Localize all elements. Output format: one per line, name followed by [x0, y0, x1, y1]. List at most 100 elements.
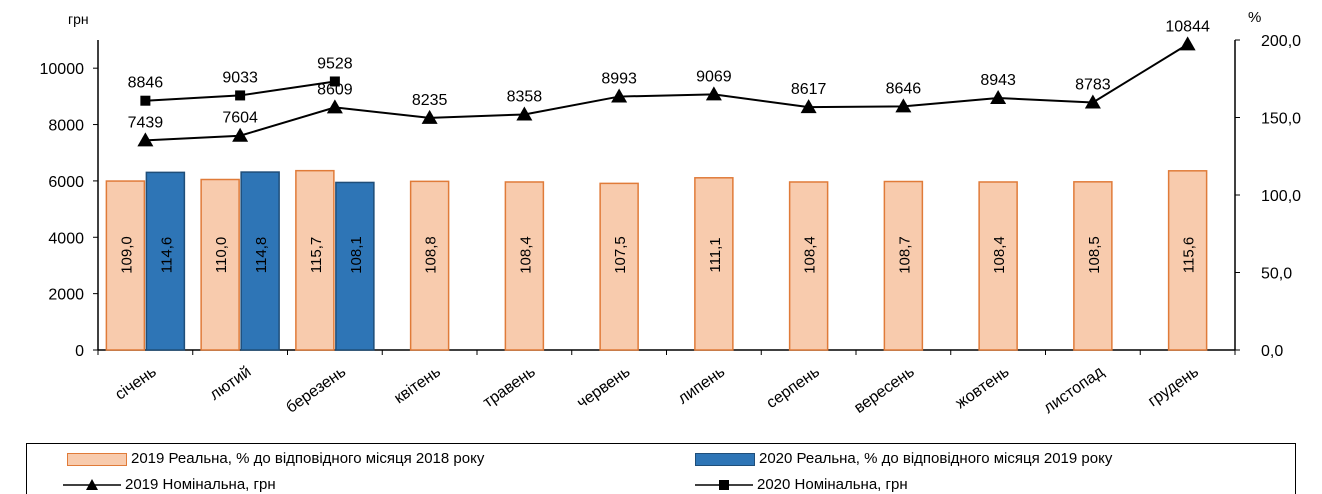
- legend-item-line-2020: 2020 Номінальна, грн: [695, 476, 908, 494]
- point-data-label: 8358: [507, 88, 543, 105]
- bar-data-label: 115,6: [1181, 237, 1198, 273]
- x-tick-label: березень: [283, 363, 349, 416]
- left-tick-label: 0: [75, 343, 84, 360]
- bar-data-label: 108,4: [517, 236, 534, 274]
- bar-2019: [504, 181, 545, 351]
- point-data-label: 8617: [791, 81, 827, 98]
- point-marker-2019: [895, 98, 912, 113]
- left-tick-label: 10000: [40, 61, 85, 78]
- bar-data-label: 108,1: [348, 236, 365, 274]
- right-tick-label: 200,0: [1261, 33, 1301, 50]
- point-marker-2019: [232, 127, 249, 142]
- x-tick-label: листопад: [1041, 363, 1108, 417]
- point-data-label: 8235: [412, 92, 448, 109]
- bar-2020: [335, 181, 375, 351]
- bar-2019: [788, 181, 829, 351]
- bar-2020: [145, 171, 186, 351]
- point-marker-2020: [329, 76, 340, 87]
- bar-2019: [200, 178, 240, 351]
- left-tick-label: 6000: [48, 174, 84, 191]
- bar-data-label: 110,0: [213, 237, 230, 273]
- x-tick-label: вересень: [851, 363, 917, 417]
- x-tick-label: червень: [574, 363, 633, 412]
- point-data-label: 8993: [601, 71, 637, 88]
- x-tick-label: січень: [112, 363, 159, 403]
- legend-label-line-2019: 2019 Номінальна, грн: [125, 476, 276, 493]
- point-data-label: 8646: [886, 80, 922, 97]
- bar-2019: [694, 177, 734, 351]
- legend-item-bars-2020: 2020 Реальна, % до відповідного місяця 2…: [695, 450, 1112, 468]
- point-data-label: 9069: [696, 68, 732, 85]
- bar-2019: [978, 181, 1018, 351]
- legend-label-line-2020: 2020 Номінальна, грн: [757, 476, 908, 493]
- bar-data-label: 111,1: [707, 237, 724, 272]
- bar-2019: [599, 182, 639, 351]
- legend-swatch-bars-2020: [695, 452, 755, 466]
- bar-data-label: 109,0: [118, 236, 135, 274]
- point-marker-2020: [235, 90, 246, 101]
- bar-data-label: 114,6: [158, 237, 175, 273]
- legend-swatch-bars-2019: [67, 452, 127, 466]
- bar-data-label: 108,4: [991, 236, 1008, 274]
- bar-2019: [105, 180, 146, 351]
- right-tick-label: 150,0: [1261, 111, 1301, 128]
- legend-item-line-2019: 2019 Номінальна, грн: [63, 476, 276, 494]
- bar-data-label: 107,5: [612, 236, 629, 274]
- point-marker-2019: [611, 88, 628, 103]
- point-marker-2019: [1084, 94, 1101, 109]
- bar-data-label: 108,5: [1086, 236, 1103, 274]
- point-data-label: 8943: [980, 72, 1016, 89]
- point-data-label: 8783: [1075, 76, 1111, 93]
- bar-data-label: 115,7: [308, 237, 325, 273]
- left-tick-label: 4000: [48, 230, 84, 247]
- point-data-label: 7439: [128, 114, 164, 131]
- bar-2019: [883, 180, 924, 351]
- bar-data-label: 108,7: [896, 236, 913, 274]
- x-tick-label: жовтень: [953, 363, 1013, 412]
- legend-marker-line-2019: [63, 479, 121, 491]
- point-data-label: 7604: [222, 110, 258, 127]
- legend-marker-line-2020: [695, 480, 753, 491]
- point-marker-2019: [990, 89, 1007, 104]
- legend-label-bars-2020: 2020 Реальна, % до відповідного місяця 2…: [759, 450, 1113, 467]
- point-data-label: 8609: [317, 81, 353, 98]
- left-tick-label: 8000: [48, 118, 84, 135]
- point-data-label: 9528: [317, 55, 353, 72]
- point-data-label: 9033: [222, 69, 258, 86]
- point-marker-2020: [140, 95, 151, 106]
- left-tick-label: 2000: [48, 287, 84, 304]
- bar-2019: [295, 169, 335, 351]
- right-tick-label: 50,0: [1261, 266, 1292, 283]
- legend-label-bars-2019: 2019 Реальна, % до відповідного місяця 2…: [131, 450, 485, 467]
- point-marker-2019: [1179, 36, 1196, 51]
- point-marker-2019: [705, 86, 722, 101]
- x-tick-label: квітень: [391, 363, 444, 407]
- right-tick-label: 100,0: [1261, 188, 1301, 205]
- point-marker-2019: [137, 132, 154, 147]
- bar-2020: [240, 171, 280, 351]
- bar-data-label: 108,8: [423, 236, 440, 274]
- series-line-2019: [145, 43, 1189, 142]
- legend: 2019 Реальна, % до відповідного місяця 2…: [26, 443, 1296, 494]
- point-marker-2019: [800, 99, 817, 114]
- left-axis-unit: грн: [68, 11, 89, 27]
- point-data-label: 10844: [1165, 18, 1210, 35]
- point-marker-2019: [516, 106, 533, 121]
- point-marker-2019: [326, 99, 343, 114]
- x-tick-label: серпень: [764, 363, 823, 412]
- bar-2019: [1167, 170, 1208, 351]
- right-tick-label: 0,0: [1261, 343, 1283, 360]
- point-marker-2019: [421, 109, 438, 124]
- bar-data-label: 108,4: [802, 236, 819, 274]
- x-tick-label: липень: [675, 363, 728, 407]
- point-data-label: 8846: [128, 75, 164, 92]
- x-tick-label: травень: [480, 363, 539, 411]
- x-tick-label: грудень: [1145, 363, 1202, 410]
- right-axis-unit: %: [1248, 9, 1261, 26]
- legend-item-bars-2019: 2019 Реальна, % до відповідного місяця 2…: [67, 450, 484, 468]
- chart: грн % 0 2000 4000 6000 8000 10000 0,0 50,0 100,0…: [40, 9, 1302, 417]
- bar-2019: [409, 180, 450, 351]
- bar-data-label: 114,8: [253, 237, 270, 273]
- bar-2019: [1073, 181, 1113, 351]
- x-tick-label: лютий: [207, 363, 255, 403]
